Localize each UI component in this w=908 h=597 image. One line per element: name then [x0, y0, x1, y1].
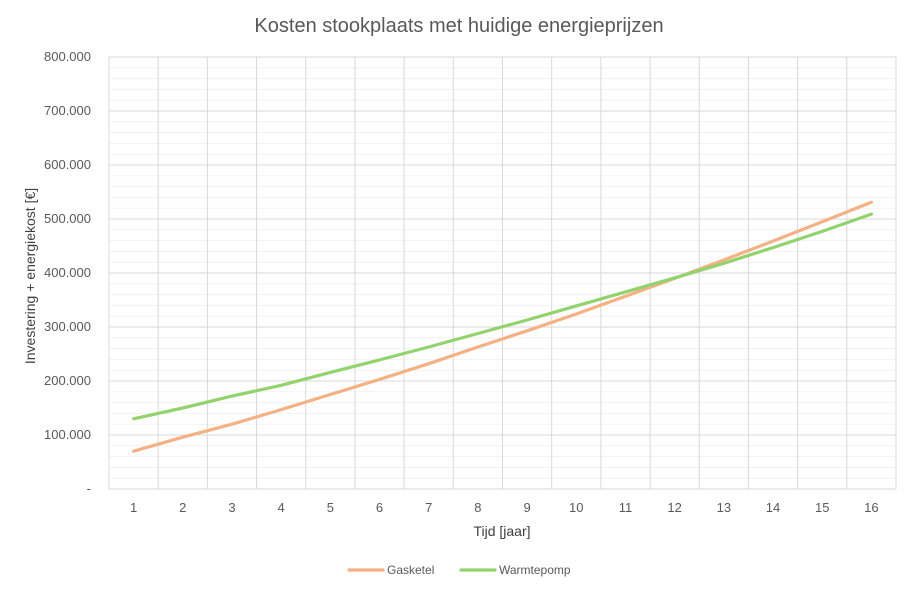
x-tick-label: 15: [815, 500, 829, 515]
x-tick-label: 5: [327, 500, 334, 515]
x-tick-label: 4: [278, 500, 285, 515]
x-axis-ticks: 1 2 3 4 5 6 7 8 9 10 11 12 13 14 15 16: [130, 500, 879, 515]
x-tick-label: 2: [179, 500, 186, 515]
x-tick-label: 13: [717, 500, 731, 515]
y-axis-ticks: - 100.000 200.000 300.000 400.000 500.000 600.…: [44, 49, 91, 496]
legend-label: Gasketel: [387, 563, 434, 577]
x-tick-label: 9: [523, 500, 530, 515]
plot-grid: [108, 56, 897, 490]
y-axis-label: Investering + energiekost [€]: [22, 188, 38, 364]
y-tick-label: 500.000: [44, 211, 91, 226]
x-tick-label: 11: [619, 500, 633, 515]
y-tick-label: 200.000: [44, 373, 91, 388]
y-tick-label: 100.000: [44, 427, 91, 442]
series-line-gasketel: [132, 200, 874, 453]
y-tick-label: 700.000: [44, 103, 91, 118]
y-tick-label: 300.000: [44, 319, 91, 334]
y-tick-label: 400.000: [44, 265, 91, 280]
x-tick-label: 3: [228, 500, 235, 515]
legend: Gasketel Warmtepomp: [347, 563, 571, 577]
x-tick-label: 14: [766, 500, 780, 515]
x-tick-label: 8: [474, 500, 481, 515]
x-tick-label: 12: [667, 500, 681, 515]
y-tick-label: 600.000: [44, 157, 91, 172]
series-line-warmtepomp: [132, 212, 874, 421]
y-tick-label: 800.000: [44, 49, 91, 64]
y-tick-label: -: [87, 481, 91, 496]
x-tick-label: 6: [376, 500, 383, 515]
legend-label: Warmtepomp: [499, 563, 571, 577]
x-tick-label: 1: [130, 500, 137, 515]
x-tick-label: 10: [569, 500, 583, 515]
x-tick-label: 16: [864, 500, 878, 515]
x-axis-label: Tijd [jaar]: [473, 523, 530, 539]
x-tick-label: 7: [425, 500, 432, 515]
series-lines: [132, 200, 874, 453]
chart-title: Kosten stookplaats met huidige energiepr…: [254, 15, 663, 37]
